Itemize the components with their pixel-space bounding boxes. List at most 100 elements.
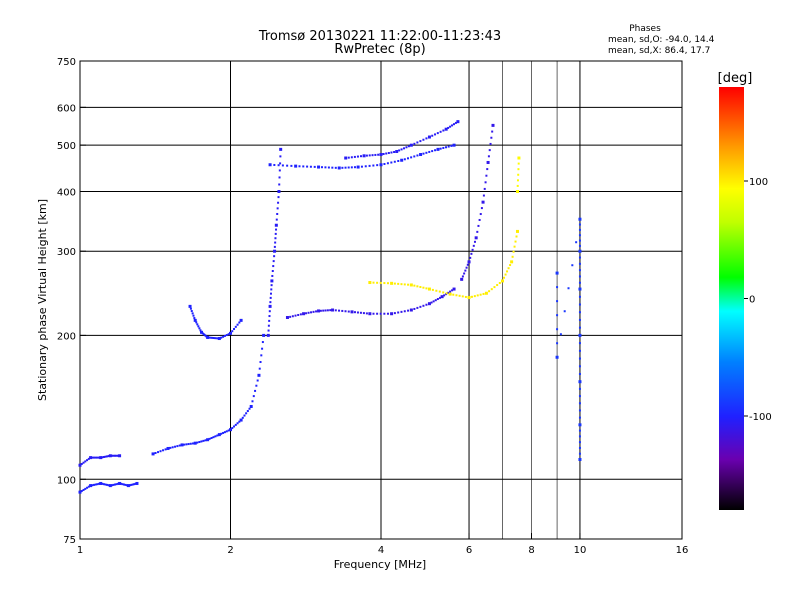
data-point-E-trace xyxy=(251,400,254,403)
data-point-O-trace-F2 xyxy=(356,311,359,314)
data-point-X-trace-F2 xyxy=(413,284,416,287)
grid xyxy=(80,61,682,539)
data-point-O-trace-F2 xyxy=(403,310,406,313)
data-point-upper-echo xyxy=(320,166,323,169)
axis-ticks: 1 2 4 6 8 10 16 75 100 200 300 400 500 600 750 xyxy=(57,57,688,556)
data-point-F1-cusp xyxy=(199,329,202,332)
data-point-F1-cusp xyxy=(193,318,197,322)
colorbar xyxy=(719,87,744,510)
data-point-O-trace-F2 xyxy=(294,314,297,317)
data-point-O-trace-cusp xyxy=(473,240,476,243)
data-point-O-trace-cusp xyxy=(490,136,493,139)
data-point-O-trace-cusp xyxy=(478,218,481,221)
data-point-X-trace-F2 xyxy=(372,281,375,284)
data-point-X-trace-F2 xyxy=(403,283,406,286)
data-point-E-trace xyxy=(227,429,230,432)
data-point-X-trace-F2 xyxy=(513,245,516,248)
data-point-upper-echo-scatter xyxy=(395,149,399,153)
data-point-E-trace xyxy=(196,441,199,444)
data-point-O-trace-F2 xyxy=(347,310,350,313)
data-point-spread-F-vertical xyxy=(273,245,276,248)
data-point-O-trace-cusp xyxy=(491,123,495,127)
data-point-O-trace-cusp xyxy=(472,244,475,247)
data-point-X-trace-F2 xyxy=(386,282,389,285)
y-tick-label: 200 xyxy=(57,331,76,342)
data-point-E-trace xyxy=(214,435,217,438)
data-point-F1-cusp xyxy=(203,333,206,336)
data-point-low-trace-a xyxy=(110,484,113,487)
x-tick-label: 2 xyxy=(227,545,233,556)
data-point-high-freq-interference xyxy=(578,402,581,405)
data-point-upper-echo xyxy=(419,153,423,157)
data-point-upper-echo xyxy=(416,154,419,157)
colorbar-tick-label: 0 xyxy=(749,295,755,306)
data-point-O-trace-F2 xyxy=(338,309,341,312)
data-point-low-trace-a xyxy=(112,483,115,486)
data-point-high-freq-interference xyxy=(578,262,581,265)
data-point-X-trace-F2 xyxy=(376,281,379,284)
data-point-spread-F-vertical xyxy=(271,270,274,273)
data-point-O-trace-F2 xyxy=(383,312,386,315)
chart-title: Tromsø 20130221 11:22:00-11:23:43 xyxy=(258,29,501,44)
data-point-low-trace-a xyxy=(106,483,109,486)
data-point-O-trace-cusp xyxy=(461,275,464,278)
data-point-upper-echo-scatter xyxy=(452,123,455,126)
y-axis-label: Stationary phase Virtual Height [km] xyxy=(36,199,49,401)
data-point-upper-echo-scatter xyxy=(444,127,448,131)
data-point-upper-echo-scatter xyxy=(371,154,374,157)
data-point-O-trace-cusp xyxy=(471,248,474,251)
data-point-upper-echo-scatter xyxy=(434,133,437,136)
data-point-F1-cusp xyxy=(229,331,232,335)
data-point-upper-echo xyxy=(337,166,341,170)
data-point-X-trace-F2 xyxy=(448,292,452,296)
data-point-low-trace-b xyxy=(101,456,104,459)
data-point-O-trace-F2 xyxy=(312,310,315,313)
data-point-O-trace-cusp xyxy=(464,269,467,272)
data-point-high-freq-interference xyxy=(578,295,581,298)
data-point-O-trace-cusp xyxy=(460,277,464,281)
data-point-X-trace-F2 xyxy=(431,288,434,291)
data-point-O-trace-F2 xyxy=(376,312,379,315)
data-point-upper-echo xyxy=(302,165,305,168)
data-point-spread-F-vertical xyxy=(277,196,280,199)
data-point-high-freq-interference xyxy=(578,387,581,390)
data-point-upper-echo xyxy=(344,166,347,169)
data-point-O-trace-cusp xyxy=(463,272,466,275)
data-point-E-trace xyxy=(259,361,262,364)
data-point-X-trace-top xyxy=(516,184,519,187)
data-point-spread-F-vertical xyxy=(275,228,278,231)
data-point-O-trace-F2 xyxy=(299,313,302,316)
data-point-spread-F-vertical xyxy=(269,296,272,299)
data-point-E-trace xyxy=(225,430,228,433)
data-point-O-trace-F2 xyxy=(359,311,362,314)
data-point-X-trace-F2 xyxy=(467,296,471,300)
data-point-low-trace-a xyxy=(121,483,124,486)
data-point-low-trace-a xyxy=(89,484,93,488)
data-point-E-trace xyxy=(171,446,174,449)
data-point-low-trace-a xyxy=(102,483,105,486)
data-point-upper-echo xyxy=(327,166,330,169)
stats-line-o: mean, sd,O: -94.0, 14.4 xyxy=(608,35,715,45)
x-tick-label: 1 xyxy=(77,545,83,556)
data-point-O-trace-cusp xyxy=(485,174,488,177)
data-point-E-trace xyxy=(216,434,219,437)
data-point-high-freq-interference xyxy=(556,286,559,289)
data-point-O-trace-cusp xyxy=(488,149,491,152)
data-point-upper-echo xyxy=(450,144,453,147)
data-point-low-trace-b xyxy=(117,454,120,457)
data-point-upper-echo xyxy=(356,165,360,169)
data-point-upper-echo xyxy=(431,150,434,153)
data-point-upper-echo-scatter xyxy=(362,154,366,158)
data-point-O-trace-cusp xyxy=(476,230,479,233)
data-point-O-trace-F2 xyxy=(438,296,441,299)
data-point-upper-echo-scatter xyxy=(347,156,350,159)
data-point-upper-echo xyxy=(428,150,431,153)
data-point-low-trace-a xyxy=(118,481,122,485)
data-point-X-trace-F2 xyxy=(435,289,438,292)
data-point-O-trace-cusp xyxy=(469,256,472,259)
data-point-X-trace-F2 xyxy=(503,276,506,279)
data-point-O-trace-F2 xyxy=(400,310,403,313)
stats-heading: Phases xyxy=(629,24,661,34)
data-point-low-trace-a xyxy=(78,490,82,494)
